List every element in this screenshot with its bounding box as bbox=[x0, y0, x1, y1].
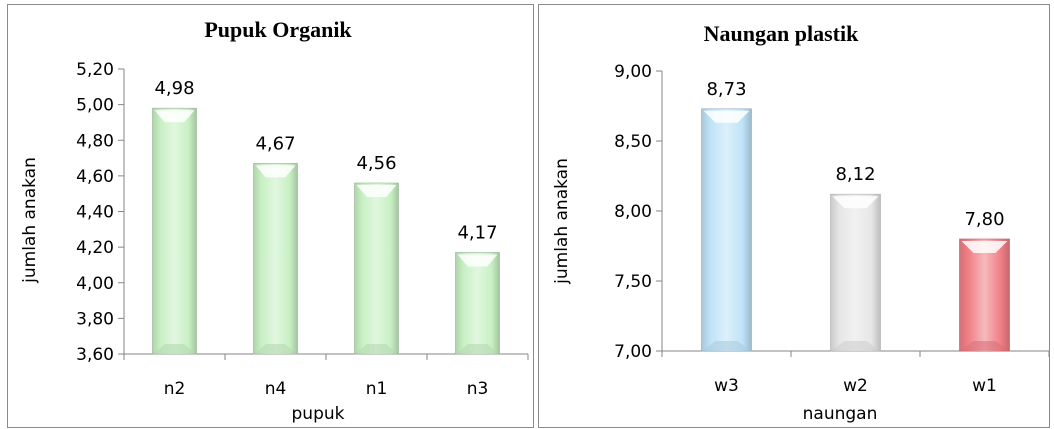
y-tick-label: 9,00 bbox=[614, 62, 652, 82]
x-axis-label: naungan bbox=[803, 404, 878, 424]
bar-w1 bbox=[959, 238, 1010, 352]
bar-w2 bbox=[830, 193, 881, 352]
bar-n3 bbox=[455, 252, 500, 355]
y-tick-label: 3,60 bbox=[76, 345, 114, 365]
x-axis-label: pupuk bbox=[292, 404, 345, 424]
y-tick-label: 3,80 bbox=[76, 309, 114, 329]
y-tick-label: 4,20 bbox=[76, 238, 114, 258]
y-tick-label: 4,60 bbox=[76, 167, 114, 187]
y-axis-label: jumlah anakan bbox=[552, 158, 572, 285]
bar-bevel-shade bbox=[255, 344, 296, 353]
chart-title: Pupuk Organik bbox=[204, 17, 352, 42]
bar-bevel-highlight bbox=[154, 110, 195, 123]
bar-bevel-highlight bbox=[255, 165, 296, 178]
chart-naungan-plastik: Naungan plastik jumlah anakan naungan 7,… bbox=[552, 21, 1050, 424]
bar-w3 bbox=[701, 108, 752, 352]
chart-panel-naungan: Naungan plastik jumlah anakan naungan 7,… bbox=[538, 4, 1050, 428]
chart-pupuk-organik: Pupuk Organik jumlah anakan pupuk 3,60 3,… bbox=[20, 17, 529, 424]
data-label-n1: 4,56 bbox=[356, 153, 396, 174]
y-tick-label: 7,50 bbox=[614, 272, 652, 292]
bar-bevel-shade bbox=[703, 341, 750, 350]
x-tick-label: n1 bbox=[366, 379, 388, 399]
data-label-n4: 4,67 bbox=[255, 133, 295, 154]
y-axis-label: jumlah anakan bbox=[20, 157, 40, 284]
data-label-n2: 4,98 bbox=[154, 78, 194, 99]
y-tick-label: 4,00 bbox=[76, 274, 114, 294]
data-label-w2: 8,12 bbox=[835, 164, 875, 185]
y-tick-label: 5,00 bbox=[76, 96, 114, 116]
bar-bevel-highlight bbox=[356, 185, 397, 197]
x-tick-label: w2 bbox=[843, 376, 868, 396]
y-tick-label: 4,40 bbox=[76, 203, 114, 223]
bar-bevel-shade bbox=[356, 344, 397, 353]
data-label-w1: 7,80 bbox=[964, 209, 1004, 230]
bar-bevel-highlight bbox=[457, 254, 498, 267]
x-tick-label: n4 bbox=[265, 379, 287, 399]
bar-bevel-shade bbox=[154, 344, 195, 353]
y-tick-label: 5,20 bbox=[76, 60, 114, 80]
chart-title: Naungan plastik bbox=[704, 21, 859, 46]
bar-bevel-highlight bbox=[832, 196, 879, 209]
y-tick-label: 4,80 bbox=[76, 131, 114, 151]
bar-bevel-shade bbox=[457, 344, 498, 353]
data-label-n3: 4,17 bbox=[457, 222, 497, 243]
bar-n2 bbox=[152, 107, 197, 355]
bar-bevel-highlight bbox=[703, 110, 750, 123]
data-label-w3: 8,73 bbox=[706, 79, 746, 100]
y-tick-label: 8,50 bbox=[614, 132, 652, 152]
bar-bevel-shade bbox=[961, 341, 1008, 350]
y-tick-label: 7,00 bbox=[614, 342, 652, 362]
bar-n1 bbox=[354, 182, 399, 355]
y-tick-label: 8,00 bbox=[614, 202, 652, 222]
x-tick-label: n3 bbox=[467, 379, 489, 399]
x-tick-label: w1 bbox=[972, 376, 997, 396]
bar-n4 bbox=[253, 163, 298, 355]
bar-bevel-highlight bbox=[961, 241, 1008, 253]
bar-bevel-shade bbox=[832, 341, 879, 350]
x-tick-label: n2 bbox=[164, 379, 186, 399]
x-tick-label: w3 bbox=[714, 376, 739, 396]
chart-panel-pupuk: Pupuk Organik jumlah anakan pupuk 3,60 3,… bbox=[7, 4, 534, 428]
